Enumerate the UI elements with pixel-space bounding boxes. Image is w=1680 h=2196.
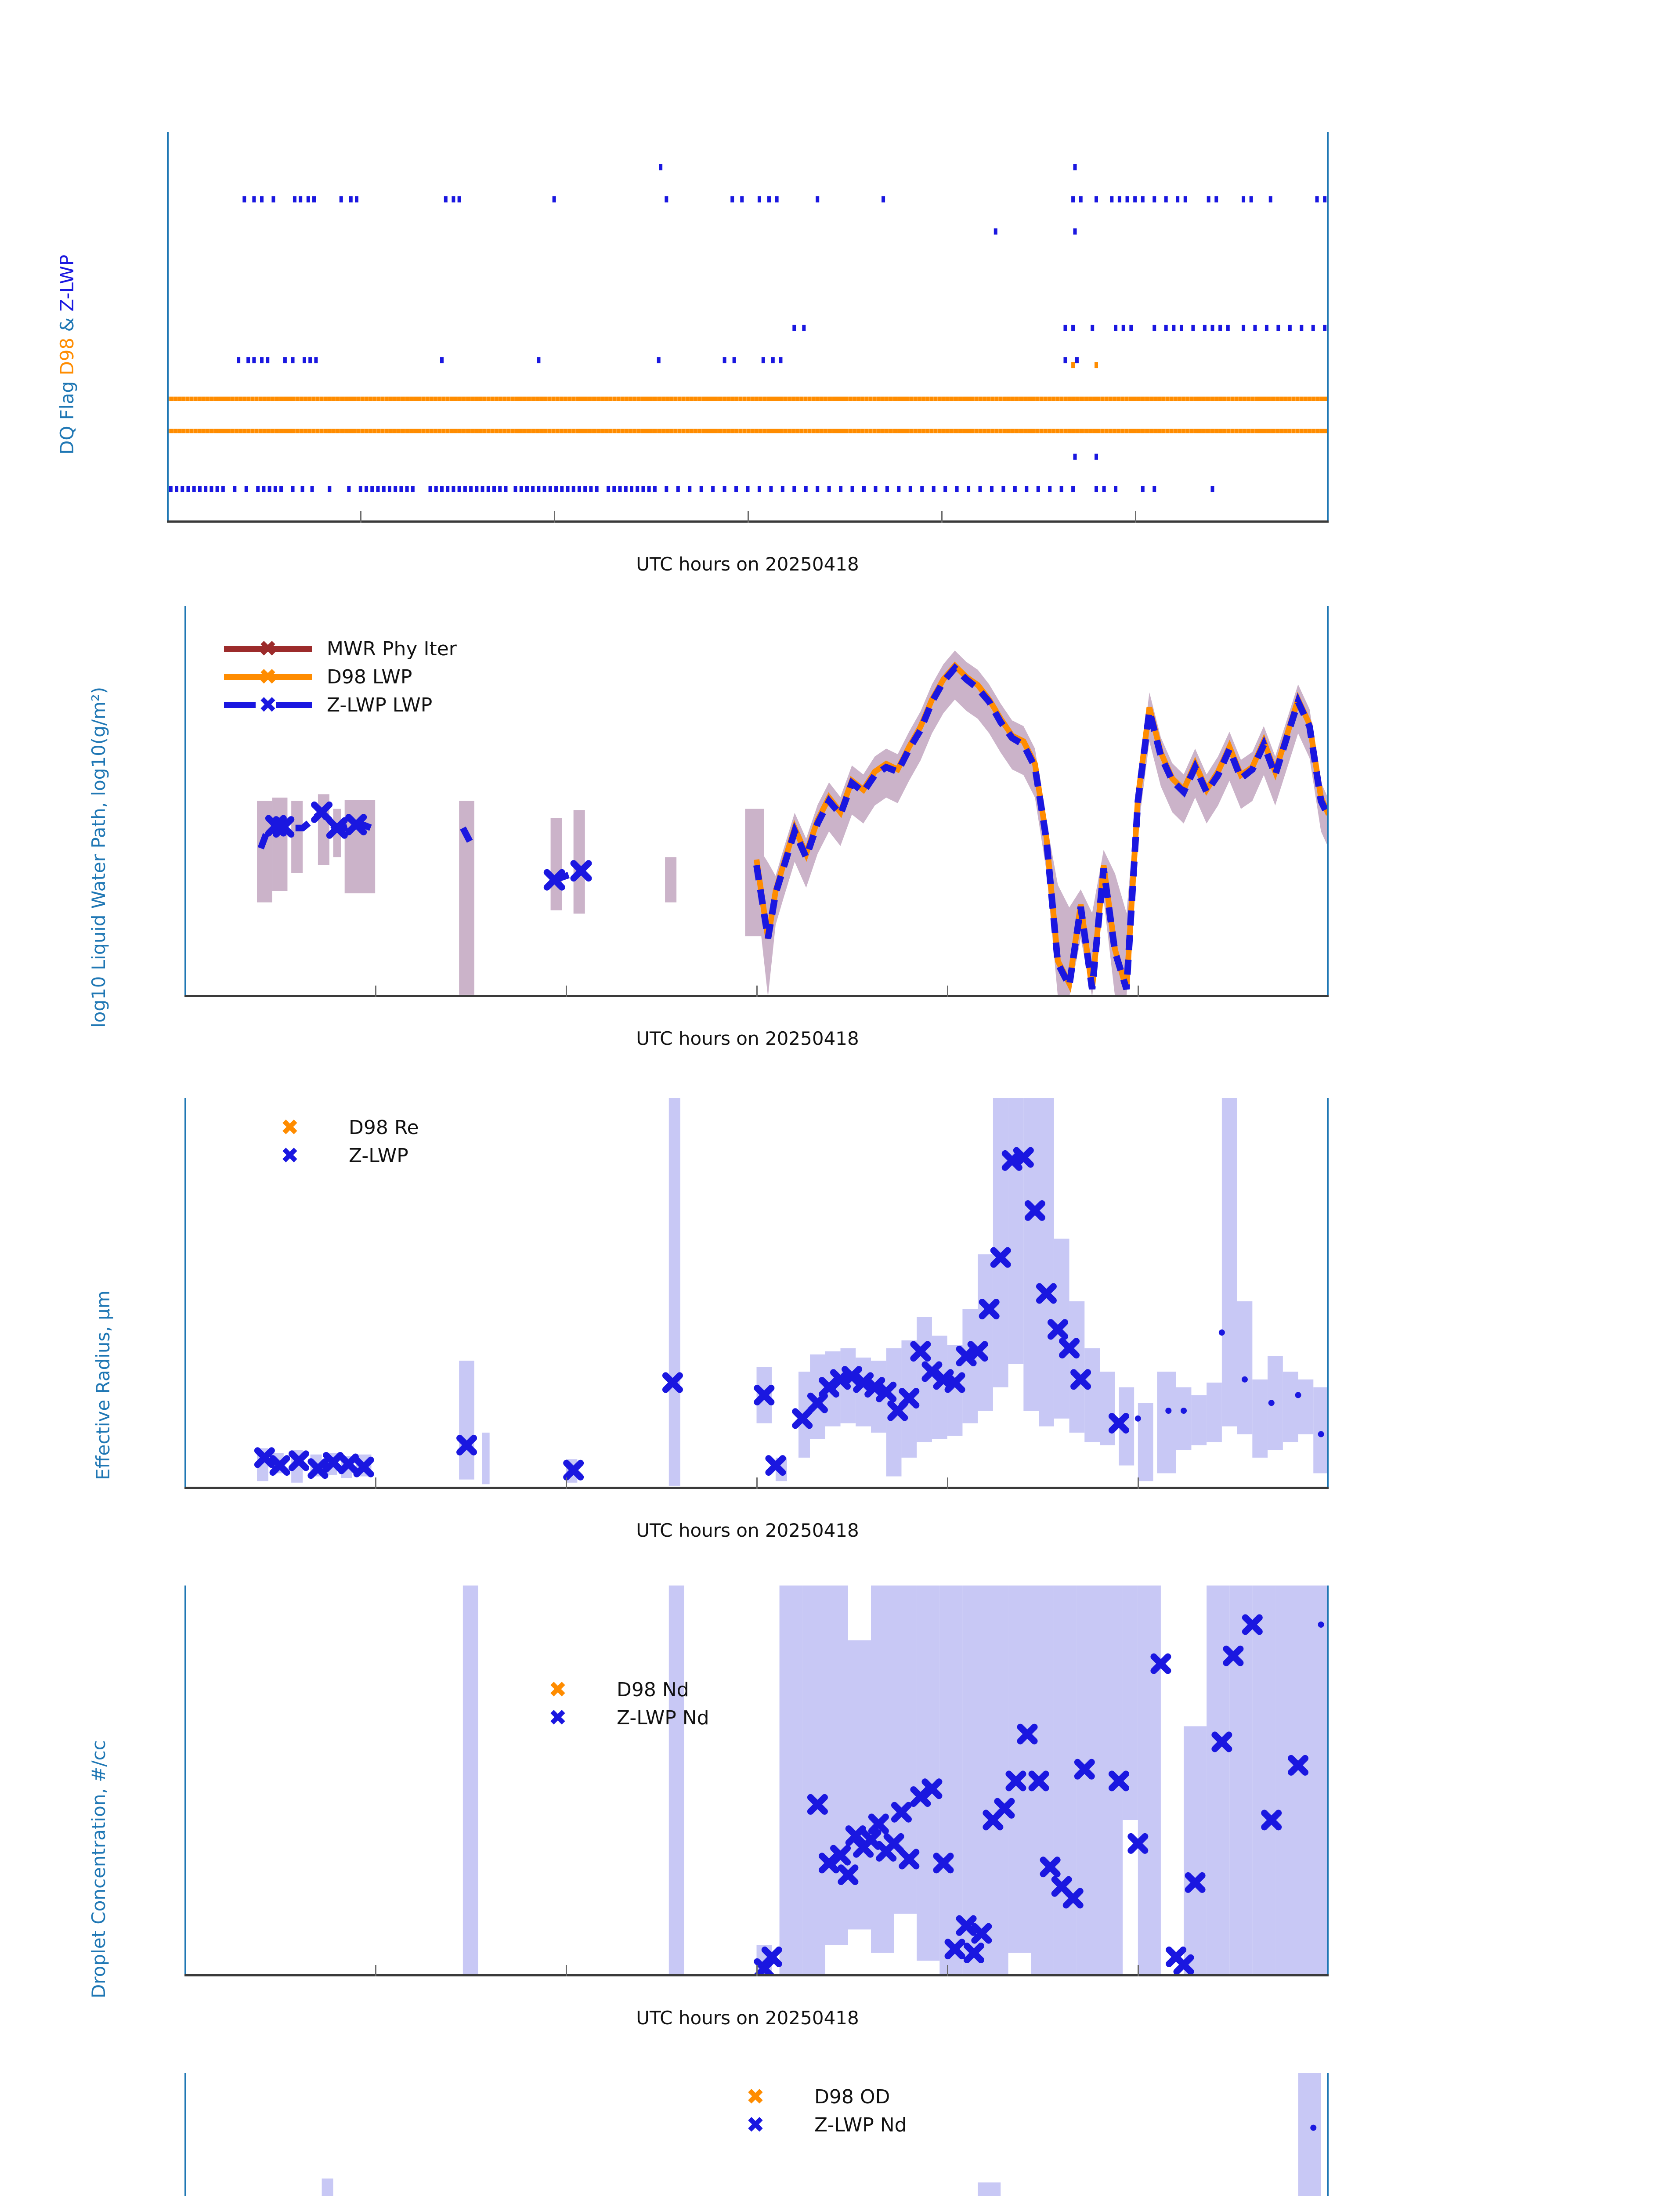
legend-label-d98re: D98 Re xyxy=(349,1116,419,1139)
panel-effective-radius: Effective Radius, μm 0 5 10 15 xyxy=(0,1080,1680,1568)
legend-label-mwr: MWR Phy Iter xyxy=(327,637,457,660)
panel-od-left-spine xyxy=(184,2073,186,2196)
legend-label-d98lwp: D98 LWP xyxy=(327,665,412,688)
legend-swatch-mwr: ✖ xyxy=(224,638,312,660)
legend-swatch-zlwp: ✖ xyxy=(224,694,312,716)
panel-re-left-spine xyxy=(184,1098,186,1489)
legend-label-d98nd: D98 Nd xyxy=(617,1678,689,1701)
legend-marker-x: ✖ xyxy=(549,1677,567,1702)
xtick-in-11 xyxy=(941,511,943,523)
legend-swatch-zlwp: ✖ xyxy=(246,1141,334,1170)
panel-nd-plotarea: 0 100 200 300 400 500 9 9.5 10 10.5 11 1… xyxy=(184,1586,1329,1976)
re-xtick-in-95 xyxy=(375,1477,376,1489)
panel-od-legend: ✖ D98 OD ✖ Z-LWP Nd xyxy=(712,2083,907,2139)
re-xtick-in-115 xyxy=(1138,1477,1139,1489)
lwp-xtick-in-115 xyxy=(1138,986,1139,997)
ylabel-part-amp: & xyxy=(56,311,78,332)
nd-xtick-in-115 xyxy=(1138,1965,1139,1976)
panel-od-data xyxy=(322,2073,1321,2196)
panel-lwp-xlabel: UTC hours on 20250418 xyxy=(636,1028,859,1049)
panel-lwp-right-spine xyxy=(1327,606,1329,997)
panel-nd-xlabel: UTC hours on 20250418 xyxy=(636,2007,859,2029)
panel-re-legend: ✖ D98 Re ✖ Z-LWP xyxy=(246,1113,419,1170)
panel-dq-right-spine xyxy=(1327,132,1329,523)
panel-nd-legend: ✖ D98 Nd ✖ Z-LWP Nd xyxy=(514,1676,709,1732)
panel-nd-ylabel: Droplet Concentration, #/cc xyxy=(88,1740,109,1998)
xtick-in-115 xyxy=(1135,511,1136,523)
legend-marker-x: ✖ xyxy=(281,1115,299,1140)
nd-xtick-in-95 xyxy=(375,1965,376,1976)
panel-dq-xlabel: UTC hours on 20250418 xyxy=(636,553,859,575)
panel-lwp-legend: ✖ MWR Phy Iter ✖ D98 LWP ✖ Z-LWP LWP xyxy=(224,635,457,719)
legend-marker-x: ✖ xyxy=(259,664,277,690)
panel-dq-ylabel: DQ Flag D98 & Z-LWP xyxy=(56,255,78,455)
legend-label-zlwpnd: Z-LWP Nd xyxy=(814,2113,907,2136)
panel-nd-data xyxy=(462,1586,1329,1976)
panel-lwp: log10 Liquid Water Path, log10(g/m²) xyxy=(0,589,1680,1080)
legend-swatch-d98re: ✖ xyxy=(246,1113,334,1141)
legend-item-d98nd[interactable]: ✖ D98 Nd xyxy=(514,1676,709,1704)
panel-lwp-ylabel: log10 Liquid Water Path, log10(g/m²) xyxy=(88,686,109,1028)
legend-marker-x: ✖ xyxy=(259,692,277,718)
legend-swatch-d98lwp: ✖ xyxy=(224,666,312,688)
legend-label-zlwp: Z-LWP LWP xyxy=(327,693,433,716)
nd-xtick-in-10 xyxy=(566,1965,567,1976)
legend-label-zlwp: Z-LWP xyxy=(349,1144,408,1167)
legend-item-zlwp[interactable]: ✖ Z-LWP xyxy=(246,1141,419,1170)
legend-marker-x: ✖ xyxy=(746,2112,765,2138)
panel-re-right-spine xyxy=(1327,1098,1329,1489)
panel-dq-left-spine xyxy=(167,132,169,523)
lwp-xtick-in-105 xyxy=(756,986,758,997)
panel-lwp-left-spine xyxy=(184,606,186,997)
panel-re-data xyxy=(254,1098,1329,1486)
panel-lwp-plotarea: 0 0.5 1 1.5 2 2.5 3 9 9.5 10 10.5 11 11.… xyxy=(184,606,1329,997)
legend-marker-x: ✖ xyxy=(746,2084,765,2109)
legend-swatch-zlwpnd: ✖ xyxy=(514,1704,602,1732)
panel-nd-left-spine xyxy=(184,1586,186,1976)
ylabel-part-dqflag: DQ Flag xyxy=(56,375,78,455)
nd-xtick-in-105 xyxy=(756,1965,758,1976)
panel-re-xlabel: UTC hours on 20250418 xyxy=(636,1520,859,1541)
panel-re-ylabel: Effective Radius, μm xyxy=(92,1290,114,1480)
panel-dq-data xyxy=(167,164,1328,492)
legend-label-zlwpnd: Z-LWP Nd xyxy=(617,1706,709,1729)
lwp-xtick-in-10 xyxy=(566,986,567,997)
legend-swatch-d98od: ✖ xyxy=(712,2083,799,2111)
nd-xtick-in-11 xyxy=(947,1965,948,1976)
legend-item-mwr[interactable]: ✖ MWR Phy Iter xyxy=(224,635,457,663)
re-xtick-in-11 xyxy=(947,1477,948,1489)
panel-od-right-spine xyxy=(1327,2073,1329,2196)
legend-swatch-zlwpnd: ✖ xyxy=(712,2111,799,2139)
legend-marker-x: ✖ xyxy=(549,1705,567,1730)
legend-item-zlwpnd[interactable]: ✖ Z-LWP Nd xyxy=(712,2111,907,2139)
legend-marker-x: ✖ xyxy=(281,1143,299,1168)
legend-label-d98od: D98 OD xyxy=(814,2085,890,2108)
legend-item-d98re[interactable]: ✖ D98 Re xyxy=(246,1113,419,1141)
xtick-in-10 xyxy=(554,511,555,523)
legend-swatch-d98nd: ✖ xyxy=(514,1676,602,1704)
legend-marker-x: ✖ xyxy=(259,636,277,661)
ylabel-part-d98: D98 xyxy=(56,332,78,376)
re-xtick-in-10 xyxy=(566,1477,567,1489)
legend-item-d98od[interactable]: ✖ D98 OD xyxy=(712,2083,907,2111)
xtick-in-95 xyxy=(360,511,361,523)
panel-optical-depth: Optical Depth 0 20 40 60 xyxy=(0,2055,1680,2196)
legend-item-zlwp[interactable]: ✖ Z-LWP LWP xyxy=(224,691,457,719)
panel-lwp-data xyxy=(257,650,1329,997)
panel-nd-right-spine xyxy=(1327,1586,1329,1976)
re-xtick-in-105 xyxy=(756,1477,758,1489)
legend-item-d98lwp[interactable]: ✖ D98 LWP xyxy=(224,663,457,691)
lwp-xtick-in-95 xyxy=(375,986,376,997)
panel-dq-flag: DQ Flag D98 & Z-LWP 0 2 4 6 xyxy=(0,0,1680,589)
xtick-in-105 xyxy=(748,511,749,523)
legend-item-zlwpnd[interactable]: ✖ Z-LWP Nd xyxy=(514,1704,709,1732)
panel-re-plotarea: 0 5 10 15 20 25 9 9.5 10 10.5 11 11.5 12 xyxy=(184,1098,1329,1489)
panel-droplet-concentration: Droplet Concentration, #/cc 0 100 20 xyxy=(0,1568,1680,2055)
ylabel-part-zlwp: Z-LWP xyxy=(56,254,78,312)
lwp-xtick-in-11 xyxy=(947,986,948,997)
panel-dq-plotarea: 0 2 4 6 8 10 9 9.5 10 10.5 11 11.5 12 xyxy=(167,132,1329,523)
panel-od-plotarea: 0 20 40 60 80 100 9 9.5 10 10.5 11 11.5 … xyxy=(184,2073,1329,2196)
